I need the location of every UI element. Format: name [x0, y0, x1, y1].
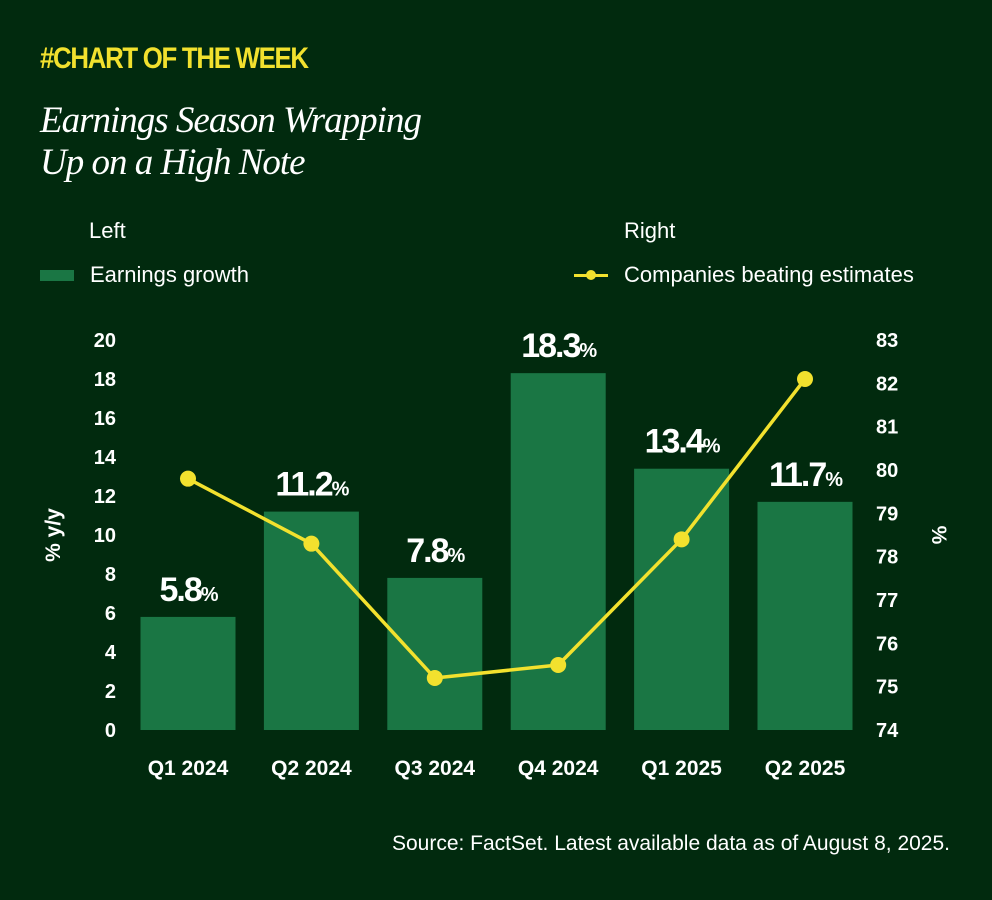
companies-beating-point [426, 670, 443, 686]
right-axis-tick-label: 76 [876, 633, 898, 655]
earnings-growth-bar [757, 501, 853, 730]
right-axis-title: % [927, 526, 950, 545]
left-axis-tick-label: 2 [105, 681, 116, 703]
x-axis-category-label: Q2 2024 [271, 757, 352, 780]
left-axis-tick-label: 8 [105, 564, 116, 586]
legend-item-earnings-growth: Earnings growth [40, 262, 249, 288]
left-axis-tick-label: 18 [94, 369, 116, 391]
left-axis-tick-label: 16 [94, 408, 116, 430]
chart-title-line-2: Up on a High Note [40, 142, 306, 183]
right-axis-tick-label: 79 [876, 503, 898, 525]
bar-value-label: 11.2% [275, 466, 349, 504]
earnings-growth-bar [387, 577, 483, 730]
earnings-growth-bar [510, 373, 606, 730]
companies-beating-point [180, 470, 196, 487]
left-axis-tick-label: 12 [94, 486, 116, 508]
legend-right-heading: Right [624, 218, 676, 243]
x-axis-category-label: Q3 2024 [395, 757, 476, 780]
legend-item-companies-beating: Companies beating estimates [574, 262, 914, 288]
companies-beating-point [303, 535, 320, 552]
legend-earnings-growth-label: Earnings growth [90, 262, 249, 287]
right-axis-tick-label: 81 [876, 417, 898, 439]
x-axis-category-label: Q4 2024 [518, 757, 599, 780]
companies-beating-point [797, 371, 813, 387]
right-axis-tick-label: 83 [876, 330, 898, 352]
bar-value-label: 11.7% [769, 456, 843, 494]
companies-beating-point [550, 657, 567, 673]
left-axis-tick-label: 10 [94, 525, 116, 547]
left-axis-title: % y/y [42, 508, 65, 562]
legend-bar-swatch [40, 269, 74, 281]
legend-companies-beating-label: Companies beating estimates [624, 262, 914, 287]
right-axis-tick-label: 78 [876, 547, 898, 569]
left-axis-tick-label: 20 [94, 330, 116, 352]
legend-left-heading: Left [89, 218, 126, 243]
left-axis-tick-label: 14 [94, 447, 117, 469]
right-axis-tick-label: 77 [876, 590, 898, 612]
companies-beating-point [673, 531, 690, 548]
right-axis-tick-label: 75 [876, 677, 898, 699]
legend-line-swatch [574, 268, 608, 282]
x-axis-category-label: Q2 2025 [765, 757, 846, 780]
right-axis-tick-label: 80 [876, 460, 898, 482]
left-axis-tick-label: 6 [105, 603, 116, 625]
chart-kicker: #CHART OF THE WEEK [40, 42, 309, 75]
x-axis-category-label: Q1 2024 [148, 757, 229, 780]
right-axis-tick-label: 82 [876, 373, 898, 395]
right-axis-tick-label: 74 [876, 720, 899, 742]
chart-title-line-1: Earnings Season Wrapping [40, 100, 422, 141]
chart-title: Earnings Season Wrapping Up on a High No… [40, 100, 422, 184]
left-axis-tick-label: 4 [105, 642, 117, 664]
earnings-growth-bar [140, 616, 236, 730]
earnings-growth-bar [634, 468, 730, 730]
companies-beating-line [187, 377, 807, 680]
bar-value-label: 13.4% [645, 423, 721, 461]
bar-value-label: 5.8% [159, 571, 218, 609]
left-axis-tick-label: 0 [105, 720, 116, 742]
bar-value-label: 18.3% [521, 327, 597, 365]
bar-value-label: 7.8% [406, 532, 465, 570]
x-axis-category-label: Q1 2025 [641, 757, 722, 780]
source-note: Source: FactSet. Latest available data a… [391, 832, 950, 855]
